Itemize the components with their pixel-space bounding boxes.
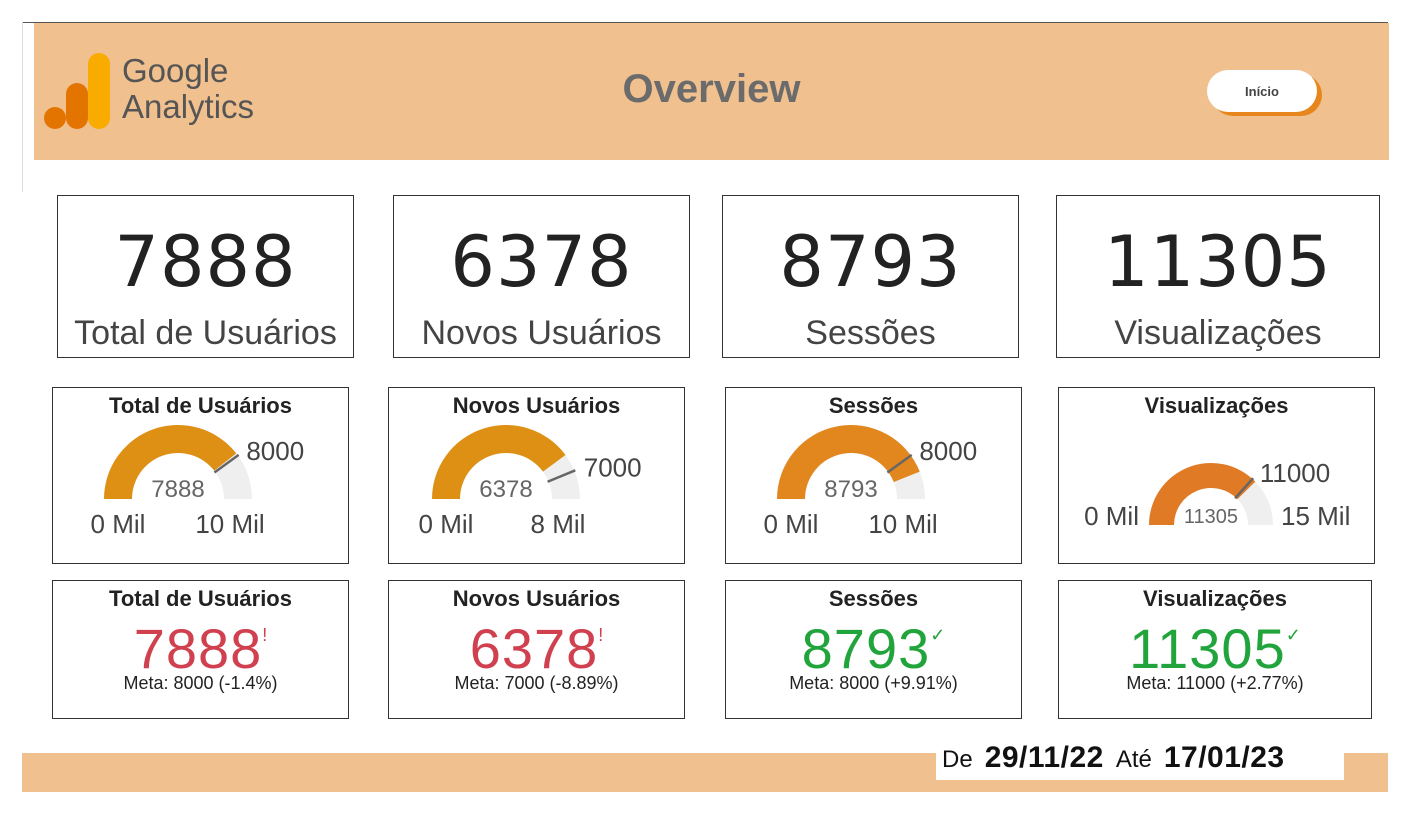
meta-title: Total de Usuários — [109, 586, 292, 611]
gauge-value-arc — [777, 424, 920, 499]
gauge-target-label: 8000 — [919, 436, 977, 466]
gauge-target-marker — [213, 453, 240, 474]
date-from-label: De — [942, 746, 973, 773]
meta-card-sessoes: Sessões 8793✓ Meta: 8000 (+9.91%) — [725, 580, 1022, 719]
gauge-card-visualizacoes: Visualizações 11000 11305 0 Mil 15 Mil — [1058, 387, 1375, 564]
gauge-title: Novos Usuários — [452, 393, 621, 418]
gauge-target-marker — [1234, 477, 1255, 500]
meta-value: 8793 — [801, 617, 931, 680]
meta-target-text: Meta: 8000 (+9.91%) — [789, 673, 958, 693]
meta-value-row: 8793✓ — [726, 617, 1021, 681]
date-to-value[interactable]: 17/01/23 — [1163, 741, 1285, 774]
meta-title: Visualizações — [1143, 586, 1287, 611]
gauge-card-total-usuarios: Total de Usuários 8000 7888 0 Mil 10 Mil — [52, 387, 349, 564]
gauge-value-label: 8793 — [824, 476, 877, 503]
kpi-label: Novos Usuários — [421, 314, 662, 352]
gauge-max-label: 15 Mil — [1281, 501, 1350, 531]
gauge-value-arc — [104, 425, 237, 499]
meta-value: 6378 — [469, 617, 599, 680]
gauge-value-label: 11305 — [1184, 506, 1238, 528]
kpi-label: Total de Usuários — [74, 314, 337, 352]
gauge-title: Total de Usuários — [109, 393, 292, 418]
gauge-value-label: 6378 — [479, 476, 532, 503]
kpi-label: Visualizações — [1114, 314, 1322, 352]
gauge-max-label: 10 Mil — [195, 509, 264, 539]
meta-title: Sessões — [828, 586, 919, 611]
gauge-max-label: 10 Mil — [868, 509, 937, 539]
meta-value: 11305 — [1129, 617, 1286, 680]
gauge-card-sessoes: Sessões 8000 8793 0 Mil 10 Mil — [725, 387, 1022, 564]
kpi-card-novos-usuarios: 6378 Novos Usuários — [393, 195, 690, 358]
kpi-value: 11305 — [1104, 221, 1332, 303]
gauge-card-novos-usuarios: Novos Usuários 7000 6378 0 Mil 8 Mil — [388, 387, 685, 564]
top-divider — [22, 22, 1388, 23]
gauge-value-arc — [432, 425, 566, 499]
meta-title: Novos Usuários — [452, 586, 621, 611]
kpi-value: 7888 — [114, 221, 297, 303]
inicio-button[interactable]: Início — [1207, 70, 1317, 112]
warning-icon: ! — [598, 625, 604, 645]
check-icon: ✓ — [930, 625, 946, 645]
gauge-target-label: 11000 — [1260, 458, 1330, 488]
check-icon: ✓ — [1285, 625, 1301, 645]
page-title: Overview — [622, 67, 801, 111]
google-analytics-logo-text: Google Analytics — [122, 53, 254, 125]
gauge-title: Sessões — [828, 393, 919, 418]
logo-line-google: Google — [122, 52, 229, 89]
gauge-min-label: 0 Mil — [1084, 501, 1139, 531]
gauge-min-label: 0 Mil — [419, 509, 474, 539]
kpi-value: 8793 — [779, 221, 962, 303]
gauge-value-arc — [1149, 463, 1256, 525]
google-analytics-logo-icon — [44, 53, 110, 129]
left-divider — [22, 22, 23, 192]
meta-value: 7888 — [133, 617, 263, 680]
date-range-row: De 29/11/22 Até 17/01/23 — [942, 741, 1297, 775]
date-range-filter[interactable]: De 29/11/22 Até 17/01/23 — [936, 736, 1344, 780]
header-bar: Google Analytics Overview Início — [34, 23, 1389, 160]
gauge-target-label: 7000 — [584, 453, 642, 483]
gauge-min-label: 0 Mil — [764, 509, 819, 539]
date-from-value[interactable]: 29/11/22 — [984, 741, 1104, 774]
kpi-card-sessoes: 8793 Sessões — [722, 195, 1019, 358]
warning-icon: ! — [262, 625, 268, 645]
gauge-target-marker — [886, 453, 913, 474]
gauge-value-label: 7888 — [151, 476, 204, 503]
meta-card-total-usuarios: Total de Usuários 7888! Meta: 8000 (-1.4… — [52, 580, 349, 719]
meta-value-row: 6378! — [389, 617, 684, 681]
meta-target-text: Meta: 7000 (-8.89%) — [454, 673, 619, 693]
gauge-max-label: 8 Mil — [531, 509, 586, 539]
meta-card-visualizacoes: Visualizações 11305✓ Meta: 11000 (+2.77%… — [1058, 580, 1372, 719]
gauge-min-label: 0 Mil — [91, 509, 146, 539]
meta-target-text: Meta: 8000 (-1.4%) — [123, 673, 278, 693]
meta-value-row: 11305✓ — [1059, 617, 1371, 681]
logo-line-analytics: Analytics — [122, 88, 255, 125]
kpi-card-visualizacoes: 11305 Visualizações — [1056, 195, 1380, 358]
gauge-target-label: 8000 — [246, 436, 304, 466]
date-to-label: Até — [1115, 746, 1152, 773]
meta-target-text: Meta: 11000 (+2.77%) — [1126, 673, 1304, 693]
kpi-value: 6378 — [450, 221, 633, 303]
kpi-label: Sessões — [805, 314, 936, 352]
kpi-card-total-usuarios: 7888 Total de Usuários — [57, 195, 354, 358]
gauge-title: Visualizações — [1144, 393, 1289, 418]
gauge-chart: 11000 11305 0 Mil 15 Mil — [1084, 458, 1350, 531]
gauge-target-marker — [547, 469, 576, 483]
meta-card-novos-usuarios: Novos Usuários 6378! Meta: 7000 (-8.89%) — [388, 580, 685, 719]
meta-value-row: 7888! — [53, 617, 348, 681]
